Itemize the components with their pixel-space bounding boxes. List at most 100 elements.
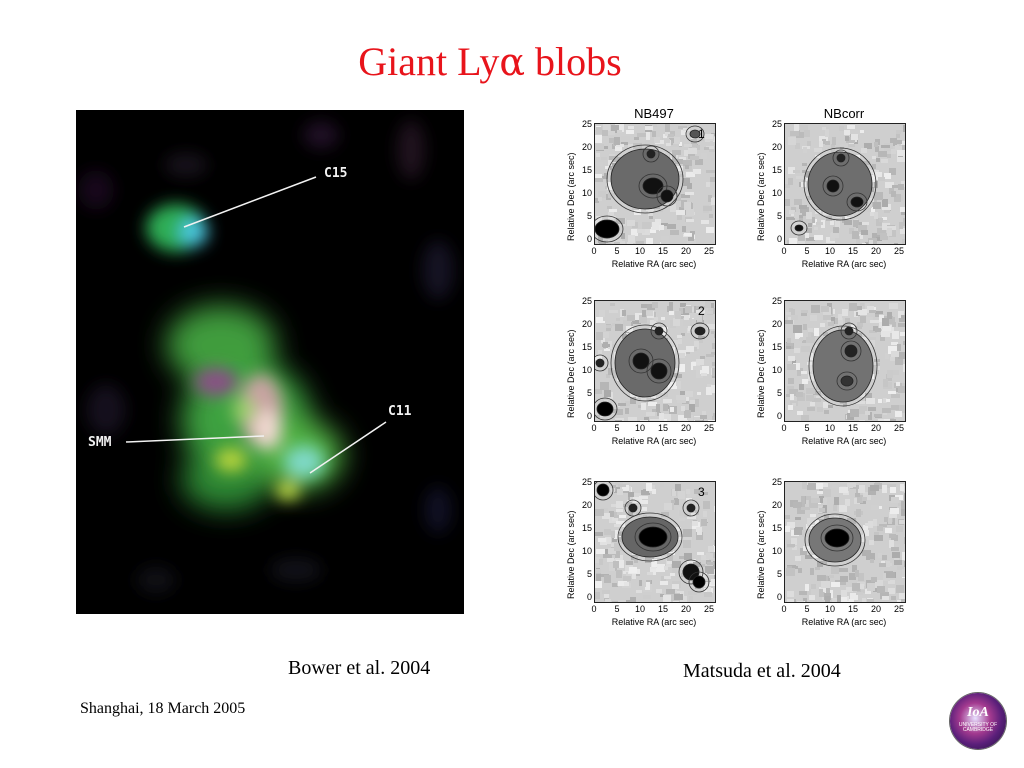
panel-number-3: 3 (698, 485, 705, 499)
x-tick-label: 15 (657, 604, 668, 614)
title-suffix: blobs (525, 39, 622, 84)
title-prefix: Giant Ly (358, 39, 500, 84)
x-tick-label: 10 (824, 604, 835, 614)
y-tick-label: 10 (771, 365, 782, 375)
y-tick-label: 25 (581, 296, 592, 306)
contour-panel-nb497-3 (594, 481, 716, 603)
slide-footer: Shanghai, 18 March 2005 (80, 700, 246, 717)
y-tick-label: 10 (581, 188, 592, 198)
x-tick-label: 10 (824, 423, 835, 433)
y-tick-label: 5 (776, 388, 782, 398)
x-tick-label: 0 (781, 246, 787, 256)
panel-title-nb497: NB497 (634, 106, 674, 121)
contour-panel-nbcorr-1 (784, 123, 906, 245)
y-tick-label: 20 (581, 142, 592, 152)
y-tick-label: 5 (586, 211, 592, 221)
x-tick-label: 15 (657, 423, 668, 433)
contour-panel-nb497-2 (594, 300, 716, 422)
x-tick-label: 25 (703, 246, 714, 256)
y-axis-label: Relative Dec (arc sec) (756, 510, 766, 599)
y-axis-label: Relative Dec (arc sec) (756, 152, 766, 241)
x-tick-label: 0 (781, 604, 787, 614)
label-c11: C11 (388, 404, 412, 419)
contour-panel-nbcorr-3 (784, 481, 906, 603)
y-tick-label: 5 (776, 211, 782, 221)
logo-text: IoA (967, 705, 989, 720)
y-tick-label: 25 (771, 477, 782, 487)
y-tick-label: 10 (771, 188, 782, 198)
panel-title-nbcorr: NBcorr (823, 106, 865, 121)
y-tick-label: 20 (581, 319, 592, 329)
y-tick-label: 0 (586, 411, 592, 421)
y-tick-label: 5 (586, 569, 592, 579)
y-tick-label: 5 (586, 388, 592, 398)
x-axis-label: Relative RA (arc sec) (801, 259, 887, 269)
x-tick-label: 5 (614, 246, 620, 256)
x-tick-label: 15 (657, 246, 668, 256)
x-tick-label: 25 (893, 604, 904, 614)
y-tick-label: 15 (581, 165, 592, 175)
y-tick-label: 25 (581, 119, 592, 129)
y-tick-label: 20 (581, 500, 592, 510)
y-tick-label: 0 (586, 234, 592, 244)
caption-bower: Bower et al. 2004 (288, 657, 431, 679)
y-tick-label: 15 (771, 165, 782, 175)
x-tick-label: 0 (591, 604, 597, 614)
y-tick-label: 15 (771, 523, 782, 533)
x-tick-label: 0 (591, 246, 597, 256)
contour-map (785, 124, 905, 244)
y-tick-label: 20 (771, 500, 782, 510)
label-smm: SMM (88, 435, 112, 450)
x-tick-label: 25 (703, 604, 714, 614)
y-tick-label: 5 (776, 569, 782, 579)
y-tick-label: 20 (771, 319, 782, 329)
y-axis-label: Relative Dec (arc sec) (566, 329, 576, 418)
x-tick-label: 20 (680, 246, 691, 256)
x-tick-label: 20 (870, 604, 881, 614)
contour-panel-nbcorr-2 (784, 300, 906, 422)
y-axis-label: Relative Dec (arc sec) (756, 329, 766, 418)
x-tick-label: 20 (680, 604, 691, 614)
y-tick-label: 20 (771, 142, 782, 152)
y-axis-label: Relative Dec (arc sec) (566, 152, 576, 241)
label-c15: C15 (324, 166, 348, 181)
contour-map (785, 303, 905, 421)
slide-title: Giant Lyα blobs (0, 38, 980, 85)
contour-map (785, 482, 905, 602)
y-tick-label: 0 (776, 234, 782, 244)
x-tick-label: 5 (804, 604, 810, 614)
contour-panel-nb497-1 (594, 123, 716, 245)
panel-number-2: 2 (698, 304, 705, 318)
y-tick-label: 15 (771, 342, 782, 352)
logo-subtext: UNIVERSITY OF CAMBRIDGE (958, 722, 998, 733)
y-tick-label: 0 (776, 592, 782, 602)
x-tick-label: 10 (824, 246, 835, 256)
y-tick-label: 15 (581, 342, 592, 352)
x-tick-label: 5 (804, 246, 810, 256)
x-tick-label: 15 (847, 423, 858, 433)
bower-color-image: C15 SMM C11 (76, 110, 464, 614)
x-tick-label: 20 (870, 423, 881, 433)
y-tick-label: 25 (581, 477, 592, 487)
title-greek: α (499, 40, 526, 84)
x-axis-label: Relative RA (arc sec) (611, 259, 697, 269)
x-axis-label: Relative RA (arc sec) (611, 436, 697, 446)
x-tick-label: 25 (703, 423, 714, 433)
y-tick-label: 10 (581, 546, 592, 556)
x-axis-label: Relative RA (arc sec) (801, 436, 887, 446)
x-tick-label: 10 (634, 423, 645, 433)
nebula-illustration (78, 120, 454, 594)
contour-map (595, 482, 715, 602)
contour-map (595, 301, 715, 421)
y-tick-label: 25 (771, 296, 782, 306)
x-tick-label: 5 (804, 423, 810, 433)
x-tick-label: 5 (614, 604, 620, 614)
x-axis-label: Relative RA (arc sec) (801, 617, 887, 627)
x-axis-label: Relative RA (arc sec) (611, 617, 697, 627)
x-tick-label: 15 (847, 246, 858, 256)
x-tick-label: 0 (591, 423, 597, 433)
y-tick-label: 10 (771, 546, 782, 556)
y-tick-label: 25 (771, 119, 782, 129)
y-tick-label: 15 (581, 523, 592, 533)
y-axis-label: Relative Dec (arc sec) (566, 510, 576, 599)
